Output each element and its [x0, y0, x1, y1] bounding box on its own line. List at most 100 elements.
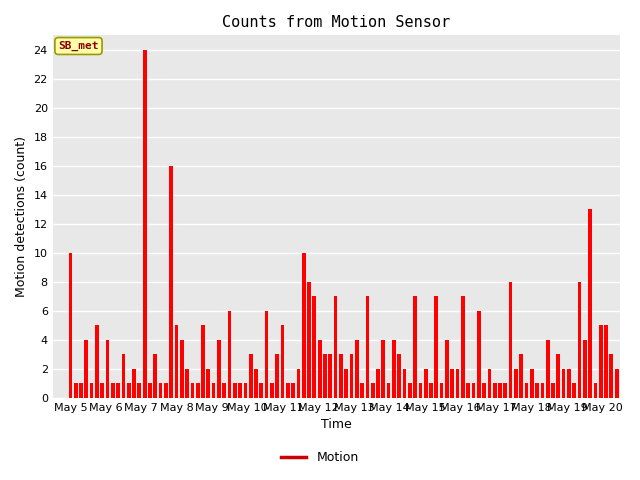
Bar: [318, 340, 321, 398]
Bar: [519, 354, 523, 398]
Bar: [106, 340, 109, 398]
Bar: [498, 384, 502, 398]
Bar: [424, 369, 428, 398]
Bar: [541, 384, 544, 398]
Bar: [196, 384, 200, 398]
Bar: [265, 311, 268, 398]
Bar: [472, 384, 476, 398]
Legend: Motion: Motion: [276, 446, 364, 469]
Bar: [408, 384, 412, 398]
Bar: [588, 209, 592, 398]
Bar: [222, 384, 226, 398]
Bar: [244, 384, 247, 398]
Bar: [68, 253, 72, 398]
Bar: [493, 384, 497, 398]
Bar: [583, 340, 587, 398]
Bar: [535, 384, 539, 398]
Bar: [525, 384, 529, 398]
Bar: [275, 354, 279, 398]
Bar: [477, 311, 481, 398]
Bar: [132, 369, 136, 398]
Bar: [445, 340, 449, 398]
Bar: [509, 282, 513, 398]
Bar: [625, 311, 629, 398]
Bar: [328, 354, 332, 398]
Bar: [74, 384, 77, 398]
Bar: [296, 369, 300, 398]
Bar: [302, 253, 306, 398]
Bar: [397, 354, 401, 398]
Bar: [572, 384, 576, 398]
Bar: [127, 384, 131, 398]
Bar: [392, 340, 396, 398]
Bar: [138, 384, 141, 398]
Bar: [435, 297, 438, 398]
Bar: [159, 384, 163, 398]
Bar: [185, 369, 189, 398]
Bar: [270, 384, 274, 398]
Bar: [630, 311, 634, 398]
Bar: [344, 369, 348, 398]
Bar: [201, 325, 205, 398]
Bar: [578, 282, 581, 398]
Bar: [281, 325, 284, 398]
Bar: [249, 354, 253, 398]
Bar: [387, 384, 390, 398]
Bar: [604, 325, 608, 398]
Bar: [360, 384, 364, 398]
Bar: [164, 384, 168, 398]
Bar: [440, 384, 444, 398]
Bar: [551, 384, 555, 398]
Bar: [488, 369, 492, 398]
Bar: [180, 340, 184, 398]
Bar: [191, 384, 194, 398]
Bar: [339, 354, 343, 398]
Bar: [514, 369, 518, 398]
Bar: [122, 354, 125, 398]
Bar: [620, 340, 624, 398]
Bar: [599, 325, 603, 398]
Bar: [323, 354, 327, 398]
Bar: [562, 369, 566, 398]
Bar: [371, 384, 374, 398]
Bar: [90, 384, 93, 398]
Bar: [530, 369, 534, 398]
Bar: [593, 384, 597, 398]
Bar: [259, 384, 263, 398]
Bar: [376, 369, 380, 398]
Bar: [403, 369, 406, 398]
Bar: [148, 384, 152, 398]
Bar: [228, 311, 231, 398]
Bar: [175, 325, 179, 398]
X-axis label: Time: Time: [321, 419, 352, 432]
Y-axis label: Motion detections (count): Motion detections (count): [15, 136, 28, 297]
Bar: [609, 354, 613, 398]
Bar: [170, 166, 173, 398]
Bar: [504, 384, 507, 398]
Bar: [365, 297, 369, 398]
Bar: [429, 384, 433, 398]
Bar: [254, 369, 258, 398]
Bar: [381, 340, 385, 398]
Bar: [79, 384, 83, 398]
Bar: [333, 297, 337, 398]
Bar: [556, 354, 560, 398]
Bar: [217, 340, 221, 398]
Bar: [238, 384, 242, 398]
Title: Counts from Motion Sensor: Counts from Motion Sensor: [222, 15, 451, 30]
Bar: [84, 340, 88, 398]
Bar: [456, 369, 460, 398]
Bar: [413, 297, 417, 398]
Bar: [419, 384, 422, 398]
Bar: [286, 384, 290, 398]
Bar: [451, 369, 454, 398]
Bar: [307, 282, 311, 398]
Bar: [467, 384, 470, 398]
Bar: [116, 384, 120, 398]
Bar: [482, 384, 486, 398]
Bar: [154, 354, 157, 398]
Bar: [100, 384, 104, 398]
Bar: [615, 369, 618, 398]
Bar: [461, 297, 465, 398]
Bar: [312, 297, 316, 398]
